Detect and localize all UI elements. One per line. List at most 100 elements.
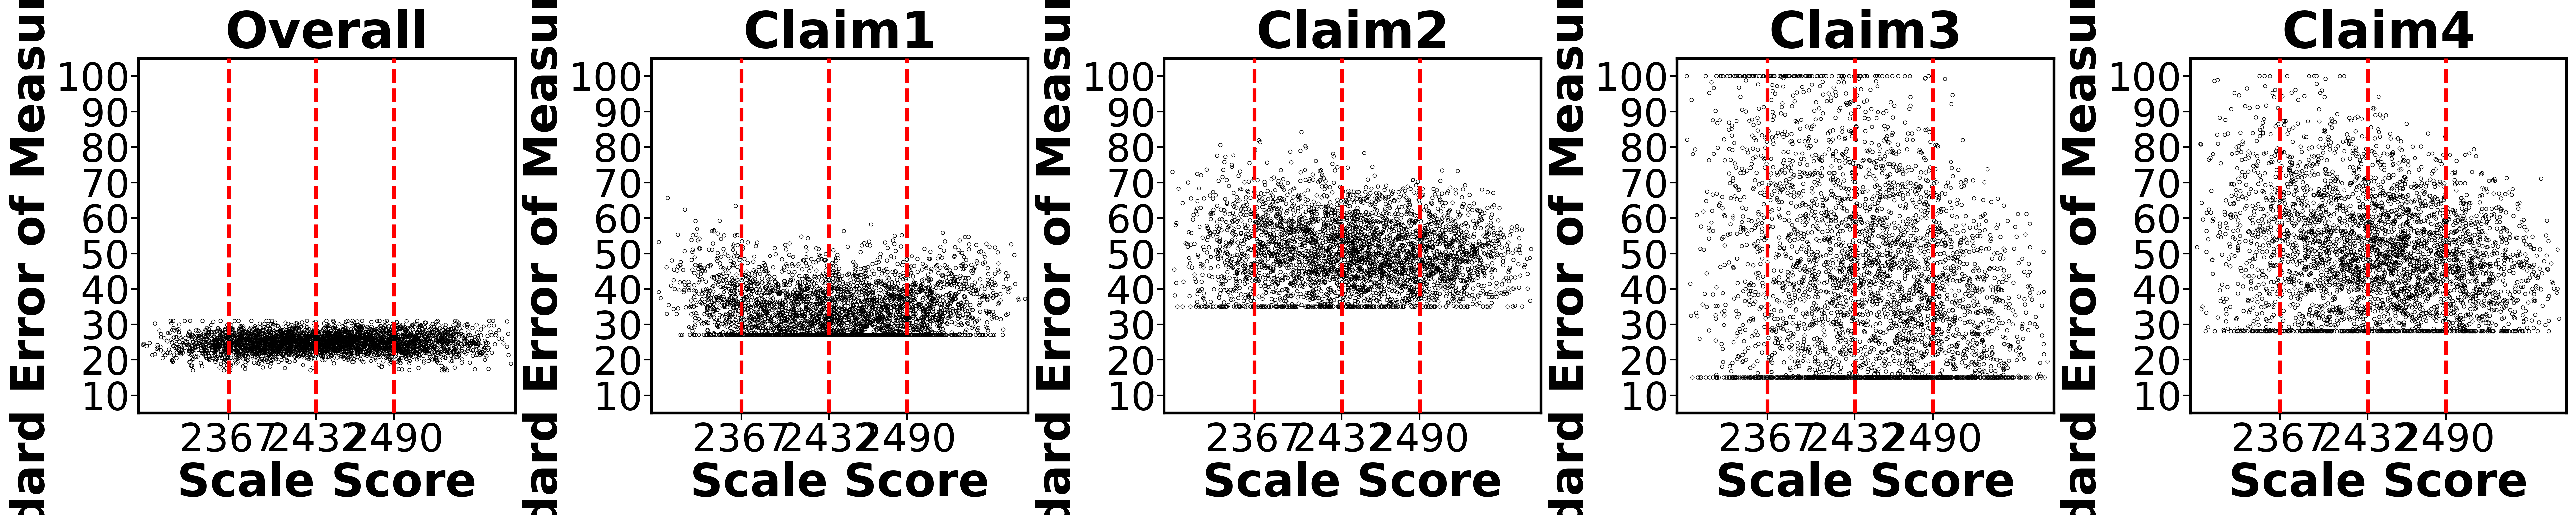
Point	[1334, 228, 1376, 236]
Point	[1819, 368, 1860, 376]
Point	[2372, 191, 2414, 199]
Point	[2311, 321, 2352, 329]
Point	[1319, 268, 1360, 276]
Point	[904, 331, 945, 339]
Point	[1216, 268, 1257, 276]
Point	[1710, 359, 1752, 367]
Point	[2298, 205, 2339, 214]
Point	[737, 316, 778, 324]
Point	[1378, 249, 1419, 258]
Point	[878, 294, 920, 302]
Point	[2293, 257, 2334, 265]
Point	[1937, 301, 1978, 310]
Point	[1360, 298, 1401, 306]
Point	[848, 331, 889, 339]
Point	[2246, 328, 2287, 336]
Point	[2385, 219, 2427, 228]
Point	[2403, 289, 2445, 298]
Point	[2414, 165, 2455, 174]
Point	[1363, 210, 1404, 218]
Point	[283, 347, 325, 355]
Point	[1252, 191, 1293, 199]
Point	[1710, 220, 1752, 228]
Point	[729, 302, 770, 311]
Point	[2378, 261, 2419, 269]
Point	[309, 334, 350, 342]
Point	[1785, 248, 1826, 256]
Point	[2501, 311, 2543, 319]
Point	[889, 306, 930, 315]
Point	[327, 328, 368, 336]
Point	[258, 339, 299, 347]
Point	[1244, 242, 1285, 250]
X-axis label: Scale Score: Scale Score	[178, 461, 477, 506]
Point	[1182, 261, 1224, 269]
Point	[443, 338, 484, 347]
Point	[1399, 267, 1440, 276]
Point	[1785, 221, 1826, 229]
Point	[330, 339, 371, 347]
Point	[835, 328, 876, 336]
Point	[1314, 211, 1355, 219]
Point	[2442, 215, 2483, 223]
Point	[1383, 234, 1425, 242]
Point	[1327, 287, 1368, 296]
Point	[842, 311, 884, 319]
Point	[1303, 252, 1345, 260]
Point	[1819, 72, 1860, 80]
Point	[2244, 115, 2285, 123]
Point	[312, 349, 353, 357]
Point	[2313, 118, 2354, 126]
Point	[1489, 266, 1530, 274]
Point	[1785, 218, 1826, 227]
Point	[786, 304, 827, 312]
Point	[804, 331, 845, 339]
Point	[2277, 269, 2318, 278]
Point	[2375, 328, 2416, 336]
Point	[2257, 120, 2298, 128]
Point	[296, 340, 337, 348]
Point	[1950, 373, 1991, 382]
Point	[1337, 232, 1378, 240]
Point	[801, 300, 842, 308]
Point	[2352, 259, 2393, 267]
Point	[840, 284, 881, 292]
Point	[1772, 268, 1814, 277]
Point	[907, 291, 948, 299]
Point	[363, 346, 404, 354]
Point	[693, 300, 734, 308]
Point	[1770, 373, 1811, 382]
Point	[817, 251, 858, 259]
Point	[1826, 100, 1868, 109]
Point	[876, 303, 917, 312]
Point	[1803, 373, 1844, 382]
Point	[2478, 271, 2519, 279]
Point	[325, 347, 366, 355]
Point	[703, 283, 744, 291]
Point	[1940, 178, 1981, 186]
Point	[2375, 196, 2416, 204]
Point	[2473, 293, 2514, 301]
Point	[1342, 231, 1383, 239]
Point	[2409, 307, 2450, 316]
Point	[868, 311, 909, 319]
Point	[902, 313, 943, 321]
Point	[1383, 184, 1425, 193]
Point	[693, 310, 734, 318]
Point	[917, 261, 958, 269]
Point	[848, 263, 889, 271]
Point	[2285, 265, 2326, 273]
Point	[376, 342, 417, 351]
Point	[1824, 252, 1865, 261]
Point	[358, 329, 399, 337]
Point	[2321, 316, 2362, 324]
Point	[829, 311, 871, 319]
Point	[1852, 336, 1893, 345]
Point	[1801, 193, 1842, 201]
Point	[1350, 275, 1391, 283]
Point	[788, 279, 829, 287]
Point	[1922, 371, 1963, 380]
Point	[376, 322, 417, 330]
Point	[2380, 184, 2421, 193]
Point	[1391, 185, 1432, 193]
